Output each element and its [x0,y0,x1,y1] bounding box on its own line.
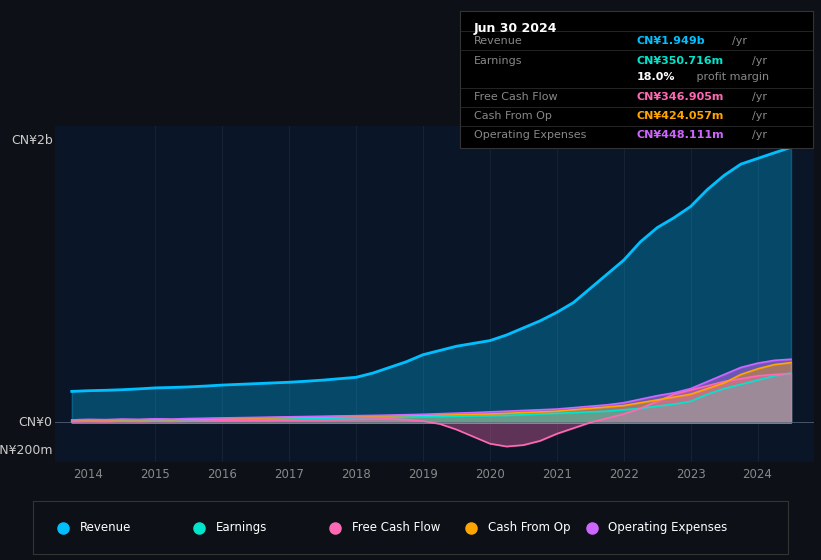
Text: CN¥1.949b: CN¥1.949b [636,36,705,46]
Text: Free Cash Flow: Free Cash Flow [351,521,440,534]
Text: /yr: /yr [752,56,767,66]
Text: Revenue: Revenue [80,521,131,534]
Text: Cash From Op: Cash From Op [488,521,570,534]
Text: /yr: /yr [752,111,767,121]
Text: Operating Expenses: Operating Expenses [608,521,727,534]
Text: CN¥0: CN¥0 [19,416,53,429]
Text: Cash From Op: Cash From Op [474,111,552,121]
Text: Earnings: Earnings [474,56,522,66]
Text: /yr: /yr [752,92,767,102]
Text: CN¥346.905m: CN¥346.905m [636,92,723,102]
Text: -CN¥200m: -CN¥200m [0,444,53,457]
Text: CN¥424.057m: CN¥424.057m [636,111,723,121]
Text: Jun 30 2024: Jun 30 2024 [474,22,557,35]
Text: profit margin: profit margin [693,72,769,82]
Text: /yr: /yr [752,130,767,139]
Text: CN¥448.111m: CN¥448.111m [636,130,724,139]
Text: Earnings: Earnings [216,521,267,534]
Text: Revenue: Revenue [474,36,523,46]
Text: CN¥2b: CN¥2b [11,134,53,147]
Text: Operating Expenses: Operating Expenses [474,130,586,139]
Text: 18.0%: 18.0% [636,72,675,82]
Text: /yr: /yr [732,36,747,46]
Text: CN¥350.716m: CN¥350.716m [636,56,723,66]
Text: Free Cash Flow: Free Cash Flow [474,92,557,102]
